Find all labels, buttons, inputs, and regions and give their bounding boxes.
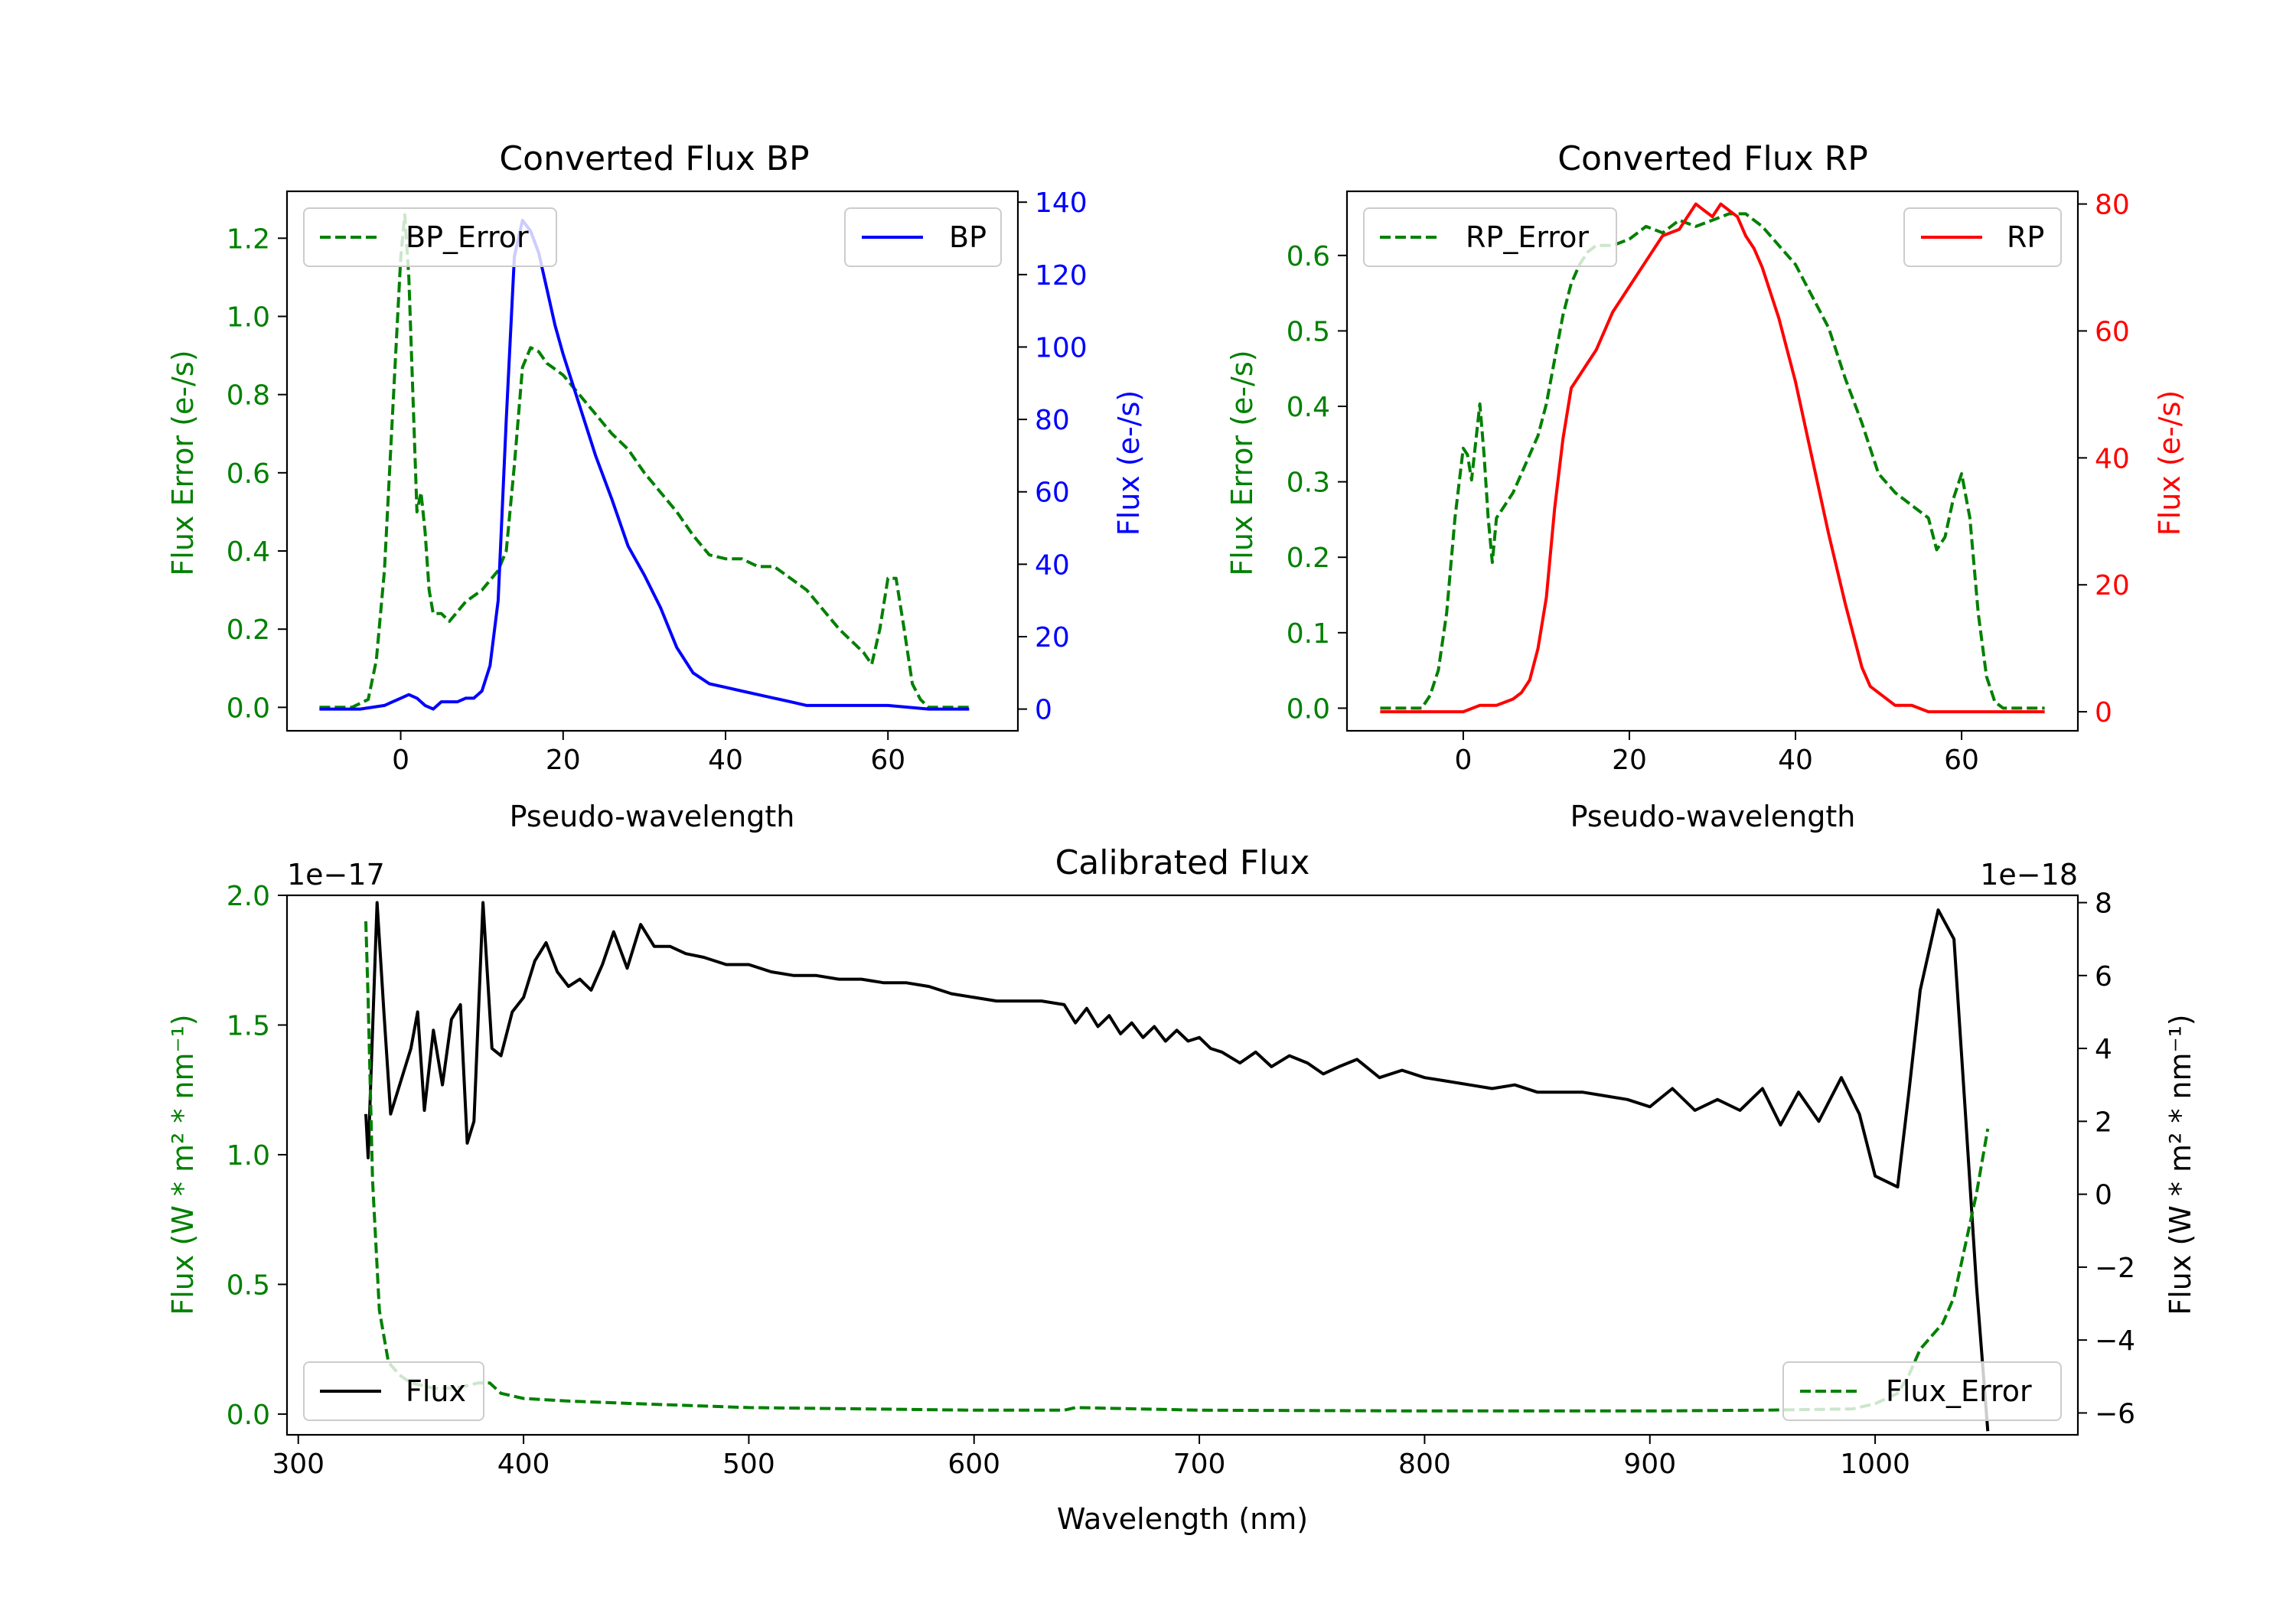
rp-y-tick-label-left: 0.1 bbox=[1287, 618, 1330, 650]
calibrated-x-label: Wavelength (nm) bbox=[1057, 1502, 1308, 1536]
calibrated-y-tick-label-right: −4 bbox=[2095, 1325, 2135, 1357]
rp-legend-left[interactable]: RP_Error bbox=[1363, 207, 1617, 267]
rp-y-tick-label-left: 0.2 bbox=[1287, 543, 1330, 574]
rp-legend-right-label: RP bbox=[2007, 220, 2044, 254]
calibrated-offset-left: 1e−17 bbox=[287, 858, 385, 892]
calibrated-x-tick-label: 600 bbox=[947, 1449, 1000, 1480]
calibrated-y-tick-label-left: 1.5 bbox=[227, 1010, 270, 1041]
calibrated-y-tick-label-right: −2 bbox=[2095, 1253, 2135, 1284]
calibrated-x-tick-label: 1000 bbox=[1840, 1449, 1910, 1480]
bp-y-tick-label-left: 0.2 bbox=[227, 614, 270, 646]
bp-y-tick-label-right: 100 bbox=[1035, 332, 1088, 363]
calibrated-panel: Calibrated Flux 300 400 500 600 700 800 900 100… bbox=[166, 843, 2197, 1536]
calibrated-y-tick-label-left: 0.0 bbox=[227, 1400, 270, 1431]
bp-panel: Converted Flux BP 0 20 40 60 0.0 0.2 0.4 0.6 0.8… bbox=[166, 139, 1146, 833]
calibrated-x-tick-label: 300 bbox=[272, 1449, 325, 1480]
bp-y-tick-label-left: 0.4 bbox=[227, 536, 270, 568]
calibrated-marks: 300 400 500 600 700 800 900 1000 0.0 0.5 1.0 1.5 2.0… bbox=[227, 881, 2135, 1480]
bp-y-tick-label-left: 1.0 bbox=[227, 302, 270, 333]
calibrated-legend-left-label: Flux bbox=[406, 1374, 466, 1408]
calibrated-series-flux bbox=[364, 901, 1990, 1432]
bp-y-tick-label-right: 140 bbox=[1035, 187, 1088, 219]
rp-y-tick-label-right: 0 bbox=[2095, 697, 2112, 729]
bp-y-label-left: Flux Error (e-/s) bbox=[166, 350, 200, 575]
rp-series-group bbox=[1380, 202, 2045, 714]
rp-legend-right[interactable]: RP bbox=[1903, 207, 2062, 267]
calibrated-legend-left[interactable]: Flux bbox=[303, 1361, 484, 1421]
bp-legend-left-label: BP_Error bbox=[406, 220, 529, 254]
calibrated-plot-frame bbox=[285, 894, 2079, 1436]
calibrated-x-tick-label: 500 bbox=[722, 1449, 775, 1480]
rp-legend-left-label: RP_Error bbox=[1466, 220, 1589, 254]
calibrated-legend-right-label: Flux_Error bbox=[1886, 1374, 2032, 1408]
rp-title: Converted Flux RP bbox=[1557, 139, 1868, 178]
rp-series-rp bbox=[1380, 202, 2045, 714]
bp-legend-right-label: BP bbox=[949, 220, 987, 254]
bp-y-label-right: Flux (e-/s) bbox=[1112, 390, 1146, 536]
bp-x-tick-label: 40 bbox=[708, 745, 743, 776]
bp-y-tick-label-right: 60 bbox=[1035, 478, 1070, 509]
bp-x-tick-label: 20 bbox=[546, 745, 581, 776]
bp-y-tick-label-left: 0.8 bbox=[227, 380, 270, 412]
bp-legend-right[interactable]: BP bbox=[844, 207, 1002, 267]
rp-plot-frame bbox=[1345, 190, 2079, 732]
rp-series-rp-error bbox=[1380, 212, 2045, 710]
rp-x-tick-label: 40 bbox=[1778, 745, 1813, 776]
bp-y-tick-label-right: 40 bbox=[1035, 549, 1070, 581]
calibrated-y-tick-label-right: 6 bbox=[2095, 961, 2112, 993]
rp-marks: 0 20 40 60 0.0 0.1 0.2 0.3 0.4 0.5 0.6 0 20 40 60 80 bbox=[1287, 190, 2130, 776]
bp-y-tick-label-left: 0.0 bbox=[227, 693, 270, 724]
rp-x-tick-label: 20 bbox=[1612, 745, 1647, 776]
bp-x-label: Pseudo-wavelength bbox=[510, 800, 795, 833]
rp-y-tick-label-right: 80 bbox=[2095, 190, 2130, 221]
rp-y-tick-label-right: 60 bbox=[2095, 316, 2130, 347]
bp-title: Converted Flux BP bbox=[499, 139, 809, 178]
calibrated-y-tick-label-right: −6 bbox=[2095, 1398, 2135, 1429]
bp-legend-left[interactable]: BP_Error bbox=[303, 207, 557, 267]
bp-y-tick-label-right: 80 bbox=[1035, 405, 1070, 436]
rp-y-tick-label-left: 0.6 bbox=[1287, 241, 1330, 272]
calibrated-title: Calibrated Flux bbox=[1055, 843, 1310, 882]
rp-y-tick-label-left: 0.4 bbox=[1287, 392, 1330, 423]
rp-x-tick-label: 0 bbox=[1454, 745, 1472, 776]
rp-y-tick-label-right: 20 bbox=[2095, 570, 2130, 601]
bp-series-group bbox=[319, 213, 970, 711]
bp-x-tick-label: 60 bbox=[870, 745, 905, 776]
bp-marks: 0 20 40 60 0.0 0.2 0.4 0.6 0.8 1.0 1.2 0 20 40 60 80 100… bbox=[227, 187, 1088, 776]
rp-y-tick-label-left: 0.3 bbox=[1287, 468, 1330, 499]
bp-y-tick-label-right: 0 bbox=[1035, 695, 1052, 726]
calibrated-y-tick-label-left: 0.5 bbox=[227, 1270, 270, 1301]
calibrated-x-tick-label: 900 bbox=[1623, 1449, 1676, 1480]
rp-panel: Converted Flux RP 0 20 40 60 0.0 0.1 0.2 0.3 0.4… bbox=[1225, 139, 2187, 833]
rp-x-tick-label: 60 bbox=[1944, 745, 1979, 776]
calibrated-x-tick-label: 700 bbox=[1173, 1449, 1226, 1480]
calibrated-x-tick-label: 800 bbox=[1398, 1449, 1451, 1480]
bp-x-tick-label: 0 bbox=[392, 745, 409, 776]
bp-series-bp bbox=[319, 218, 970, 711]
calibrated-x-tick-label: 400 bbox=[497, 1449, 550, 1480]
calibrated-y-tick-label-right: 2 bbox=[2095, 1107, 2112, 1138]
calibrated-y-tick-label-right: 8 bbox=[2095, 888, 2112, 920]
rp-y-tick-label-right: 40 bbox=[2095, 443, 2130, 474]
calibrated-y-label-left: Flux (W * m² * nm⁻¹) bbox=[166, 1014, 200, 1315]
bp-plot-frame bbox=[285, 190, 1019, 732]
bp-series-bp-error bbox=[319, 213, 970, 709]
calibrated-y-label-right: Flux (W * m² * nm⁻¹) bbox=[2164, 1014, 2197, 1315]
bp-y-tick-label-right: 120 bbox=[1035, 260, 1088, 292]
bp-y-tick-label-left: 1.2 bbox=[227, 223, 270, 255]
rp-y-tick-label-left: 0.0 bbox=[1287, 693, 1330, 725]
calibrated-legend-right[interactable]: Flux_Error bbox=[1782, 1361, 2062, 1421]
bp-y-tick-label-right: 20 bbox=[1035, 622, 1070, 654]
rp-x-label: Pseudo-wavelength bbox=[1570, 800, 1856, 833]
calibrated-y-tick-label-right: 0 bbox=[2095, 1180, 2112, 1211]
calibrated-y-tick-label-left: 1.0 bbox=[227, 1140, 270, 1172]
rp-y-label-left: Flux Error (e-/s) bbox=[1225, 350, 1259, 575]
rp-y-label-right: Flux (e-/s) bbox=[2153, 390, 2187, 536]
calibrated-y-tick-label-left: 2.0 bbox=[227, 881, 270, 912]
calibrated-offset-right: 1e−18 bbox=[1980, 858, 2078, 892]
calibrated-y-tick-label-right: 4 bbox=[2095, 1034, 2112, 1065]
bp-y-tick-label-left: 0.6 bbox=[227, 458, 270, 490]
rp-y-tick-label-left: 0.5 bbox=[1287, 316, 1330, 347]
